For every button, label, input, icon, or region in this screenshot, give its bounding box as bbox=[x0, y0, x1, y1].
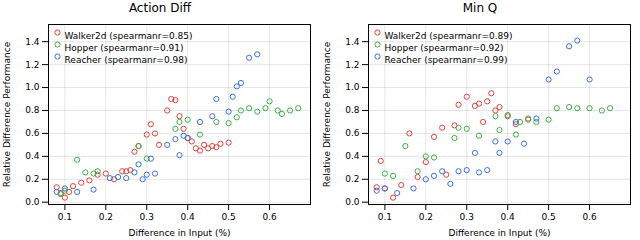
html-text:Min Q: Min Q bbox=[462, 1, 498, 15]
svg-text:0.2: 0.2 bbox=[25, 174, 39, 184]
svg-text:Reacher (spearmanr=0.99): Reacher (spearmanr=0.99) bbox=[385, 55, 508, 65]
svg-text:Hopper (spearmanr=0.92): Hopper (spearmanr=0.92) bbox=[385, 43, 504, 53]
svg-text:Relative Difference Performanc: Relative Difference Performance bbox=[322, 41, 332, 187]
svg-text:Relative Difference Performanc: Relative Difference Performance bbox=[2, 41, 12, 187]
svg-text:0.4: 0.4 bbox=[345, 151, 360, 161]
svg-text:Difference in Input (%): Difference in Input (%) bbox=[128, 228, 230, 238]
svg-text:0.3: 0.3 bbox=[140, 212, 154, 222]
svg-text:1.4: 1.4 bbox=[25, 37, 40, 47]
svg-text:0.5: 0.5 bbox=[541, 212, 555, 222]
svg-text:0.0: 0.0 bbox=[345, 197, 360, 207]
svg-text:0.1: 0.1 bbox=[58, 212, 72, 222]
svg-text:0.0: 0.0 bbox=[25, 197, 40, 207]
svg-text:0.4: 0.4 bbox=[501, 212, 516, 222]
svg-text:1.4: 1.4 bbox=[345, 37, 360, 47]
svg-text:0.2: 0.2 bbox=[419, 212, 433, 222]
svg-text:0.5: 0.5 bbox=[221, 212, 235, 222]
svg-text:1.2: 1.2 bbox=[25, 60, 39, 70]
svg-text:Reacher (spearmanr=0.98): Reacher (spearmanr=0.98) bbox=[65, 55, 188, 65]
svg-text:0.4: 0.4 bbox=[25, 151, 40, 161]
svg-text:0.6: 0.6 bbox=[582, 212, 597, 222]
svg-text:0.6: 0.6 bbox=[262, 212, 277, 222]
svg-text:0.8: 0.8 bbox=[25, 105, 40, 115]
svg-text:1.2: 1.2 bbox=[345, 60, 359, 70]
svg-text:0.4: 0.4 bbox=[181, 212, 196, 222]
svg-text:0.6: 0.6 bbox=[25, 128, 40, 138]
svg-text:Walker2d (spearmanr=0.89): Walker2d (spearmanr=0.89) bbox=[385, 31, 513, 41]
svg-text:0.2: 0.2 bbox=[345, 174, 359, 184]
svg-text:0.3: 0.3 bbox=[460, 212, 474, 222]
svg-text:1.0: 1.0 bbox=[25, 82, 40, 92]
svg-text:0.6: 0.6 bbox=[345, 128, 360, 138]
svg-text:Hopper (spearmanr=0.91): Hopper (spearmanr=0.91) bbox=[65, 43, 184, 53]
svg-text:0.2: 0.2 bbox=[99, 212, 113, 222]
svg-text:1.0: 1.0 bbox=[345, 82, 360, 92]
html-text:Action Diff: Action Diff bbox=[128, 1, 192, 15]
svg-text:Walker2d (spearmanr=0.85): Walker2d (spearmanr=0.85) bbox=[65, 31, 193, 41]
svg-text:0.8: 0.8 bbox=[345, 105, 360, 115]
svg-text:0.1: 0.1 bbox=[378, 212, 392, 222]
svg-text:Difference in Input (%): Difference in Input (%) bbox=[448, 228, 550, 238]
